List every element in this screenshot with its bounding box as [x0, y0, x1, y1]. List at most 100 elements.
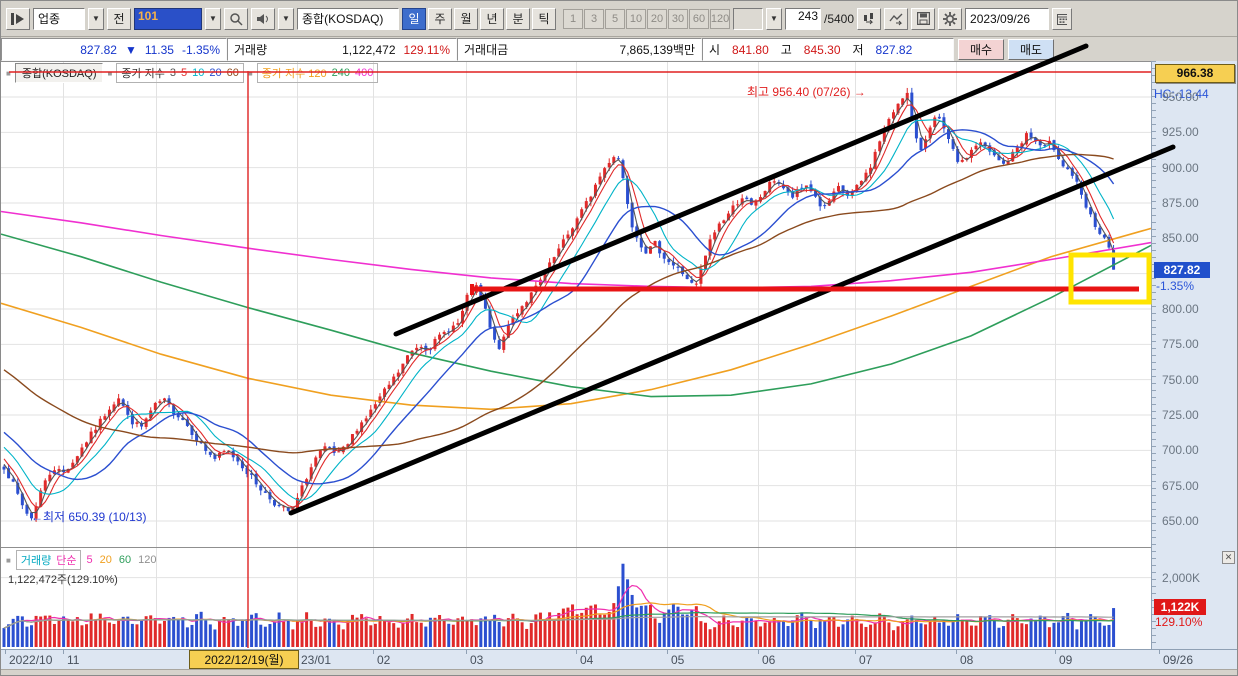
price-axis-label-900: 900.00: [1162, 160, 1199, 175]
ma-period-60: 60: [226, 67, 239, 79]
turnover-value: 7,865,139백만: [619, 43, 695, 57]
interval-select-arrow-icon[interactable]: ▼: [766, 7, 782, 30]
volume-legend-box[interactable]: 거래량 단순: [15, 550, 82, 570]
price-chart-pane[interactable]: [1, 61, 1151, 649]
quote-info-bar: 827.82 ▼ 11.35 -1.35% 거래량 1,122,472 129.…: [1, 38, 1237, 61]
volume-label: 거래량: [234, 43, 268, 57]
ma-period-10: 10: [192, 67, 205, 79]
disk-icon: [916, 12, 930, 25]
line-style-button[interactable]: [884, 7, 909, 30]
period-tab-0[interactable]: 일: [402, 7, 426, 30]
x-axis-label: 03: [465, 650, 484, 667]
speaker-icon: [257, 13, 268, 24]
volume-legend: ■ 거래량 단순 5 20 60 120 1,122,472주(129.10%): [6, 550, 163, 587]
volume-ma-lines: [3, 584, 1114, 629]
turnover-label: 거래대금: [464, 43, 509, 57]
sector-select[interactable]: 업종: [33, 7, 85, 30]
price-axis-label-875: 875.00: [1162, 196, 1199, 210]
high-label: 고: [780, 43, 792, 57]
minute-button-10[interactable]: 10: [626, 8, 646, 29]
price-change-pct: -1.35%: [181, 42, 220, 57]
ma-period-240: 240: [331, 67, 351, 79]
legend-symbol-box[interactable]: 종합(KOSDAQ): [14, 63, 104, 83]
minute-button-3[interactable]: 3: [584, 8, 604, 29]
sector-select-arrow-icon[interactable]: ▼: [88, 7, 104, 30]
ma2-title: 종가 지수 120: [261, 68, 327, 80]
sound-dropdown-arrow-icon[interactable]: ▼: [278, 7, 294, 30]
ma-period-400: 400: [355, 67, 374, 79]
sell-button[interactable]: 매도: [1008, 39, 1054, 60]
ma1-title: 종가 지수: [121, 68, 165, 80]
date-input[interactable]: 2023/09/26: [965, 7, 1050, 30]
date-value: 2023/09/26: [970, 11, 1031, 26]
price-axis-label-675: 675.00: [1162, 478, 1199, 493]
price-axis-label-925: 925.00: [1162, 125, 1199, 140]
volume-pct: 129.11%: [403, 42, 450, 57]
minute-button-60[interactable]: 60: [689, 8, 709, 29]
period-tab-3[interactable]: 년: [480, 7, 504, 30]
ma-legend-group-1[interactable]: 종가 지수 3 5 10 20 60: [116, 63, 244, 83]
price-axis-label-850: 850.00: [1162, 231, 1199, 246]
x-axis-label: 05: [666, 650, 685, 667]
period-tab-5[interactable]: 틱: [532, 7, 556, 30]
open-value: 841.80: [732, 42, 769, 57]
x-axis-highlight-date[interactable]: 2022/12/19(월): [189, 650, 299, 669]
interval-select[interactable]: [733, 7, 763, 30]
minute-button-group: 1 3 5 10 20 30 60 120: [563, 8, 730, 29]
legend-marker-icon: ■: [247, 68, 253, 78]
period-tab-4[interactable]: 분: [506, 7, 530, 30]
open-label: 시: [709, 43, 721, 57]
ma-period-20: 20: [209, 67, 222, 79]
ma-period-5: 5: [181, 67, 188, 79]
price-axis[interactable]: 966.38 HC:-13.44 950.00 925.00 900.00 875.0…: [1151, 61, 1237, 649]
settings-button[interactable]: [938, 7, 963, 30]
code-dropdown-arrow-icon[interactable]: ▼: [205, 7, 221, 30]
calendar-button[interactable]: [1052, 7, 1073, 30]
panel-toggle-button[interactable]: [6, 7, 30, 30]
legend-marker-icon: ■: [6, 555, 11, 565]
low-annotation: ←최저 650.39 (10/13): [31, 510, 147, 524]
minute-button-30[interactable]: 30: [668, 8, 688, 29]
price-axis-label-750: 750.00: [1162, 372, 1199, 387]
code-input[interactable]: 101: [134, 7, 202, 30]
x-axis-label: 04: [575, 650, 594, 667]
minute-button-5[interactable]: 5: [605, 8, 625, 29]
volume-popout-button[interactable]: ✕: [1222, 551, 1235, 564]
volume-ma-period-60: 60: [118, 554, 132, 566]
x-axis[interactable]: 2022/12/19(월) 09/26 2022/10 11 23/01 02 03 04…: [1, 649, 1237, 669]
price-change: 11.35: [144, 42, 174, 57]
search-button[interactable]: [224, 7, 248, 30]
x-axis-label: 02: [372, 650, 391, 667]
low-value: 827.82: [875, 42, 913, 57]
current-price-box: 827.82: [1154, 262, 1210, 278]
minute-button-120[interactable]: 120: [710, 8, 730, 29]
ma-legend-group-2[interactable]: 종가 지수 120 240 400: [256, 63, 379, 83]
minute-button-20[interactable]: 20: [647, 8, 667, 29]
sound-button[interactable]: [251, 7, 275, 30]
price-axis-label-775: 775.00: [1162, 337, 1199, 352]
price-axis-label-950: 950.00: [1162, 90, 1199, 104]
legend-marker-icon: ■: [6, 68, 11, 78]
high-annotation: 최고 956.40 (07/26) →: [747, 85, 866, 99]
period-tab-2[interactable]: 월: [454, 7, 478, 30]
candle-style-icon: [864, 12, 874, 24]
period-tab-1[interactable]: 주: [428, 7, 452, 30]
gear-icon: [943, 11, 958, 26]
x-axis-label: 23/01: [296, 650, 332, 667]
symbol-name-field[interactable]: 종합(KOSDAQ): [297, 7, 399, 30]
hc-label: HC:-13.44: [1154, 87, 1209, 101]
buy-button[interactable]: 매수: [958, 39, 1004, 60]
price-axis-label-725: 725.00: [1162, 407, 1199, 422]
volume-ma-period-5: 5: [86, 554, 93, 566]
volume-ma-periods: 5 20 60 120: [86, 554, 163, 566]
jeon-label: 전: [113, 12, 125, 26]
save-button[interactable]: [911, 7, 936, 30]
minute-button-1[interactable]: 1: [563, 8, 583, 29]
chart-style-button[interactable]: [857, 7, 882, 30]
legend-marker-icon: ■: [107, 68, 113, 78]
jeon-button[interactable]: 전: [107, 7, 131, 30]
bar-count-input[interactable]: 243: [785, 7, 821, 30]
hline-price-box[interactable]: 966.38: [1155, 64, 1235, 83]
x-axis-label: 07: [854, 650, 873, 667]
